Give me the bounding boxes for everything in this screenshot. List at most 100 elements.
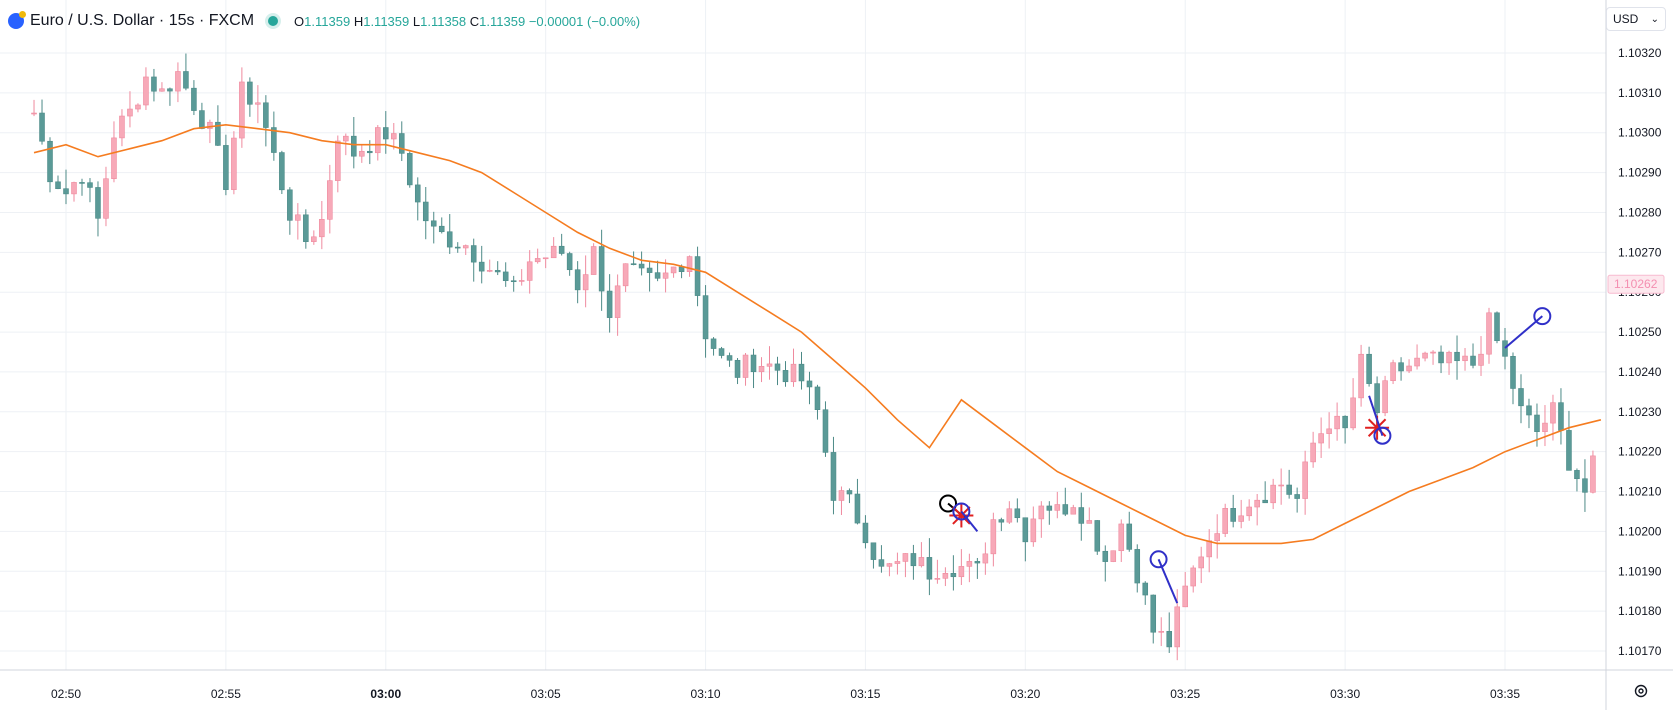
candle-body	[982, 553, 989, 564]
candle-body	[1070, 507, 1077, 515]
candle-body	[862, 522, 869, 544]
candle-body	[1062, 504, 1069, 515]
candle-body	[822, 409, 829, 453]
candle-body	[950, 572, 957, 578]
candle-body	[287, 189, 293, 221]
star-stroke	[952, 506, 971, 525]
candle-body	[1494, 312, 1500, 342]
candle-body	[1270, 484, 1276, 504]
price-tick-label: 1.10290	[1618, 166, 1662, 180]
chevron-down-icon: ⌄	[1650, 13, 1659, 25]
candle-body	[1150, 594, 1157, 633]
candle-body	[1134, 549, 1141, 584]
candle-body	[295, 214, 301, 221]
candle-body	[894, 561, 901, 564]
time-tick-label: 02:55	[211, 687, 241, 701]
candle-body	[1398, 362, 1404, 372]
candle-body	[175, 71, 181, 92]
close-value: 1.11359	[479, 13, 526, 29]
candle-body	[319, 219, 325, 238]
candle-body	[1574, 470, 1580, 480]
candle-body	[231, 137, 237, 190]
candle-body	[335, 140, 341, 181]
candle-body	[1350, 397, 1356, 429]
candle-body	[1086, 520, 1093, 524]
candle-body	[1590, 455, 1596, 493]
candle-body	[974, 561, 981, 564]
candle-body	[367, 150, 373, 154]
candle-body	[574, 269, 581, 291]
candle-body	[1374, 383, 1380, 414]
candle-body	[630, 263, 637, 265]
candle-body	[710, 338, 717, 349]
candle-body	[223, 145, 229, 190]
candle-body	[183, 71, 189, 89]
candle-body	[1566, 430, 1572, 471]
low-label: L	[412, 13, 421, 29]
candle-body	[614, 285, 621, 318]
candle-body	[1558, 402, 1564, 431]
candle-body	[343, 135, 349, 142]
last-price-badge	[1607, 274, 1665, 294]
annotation-line	[1504, 315, 1543, 349]
candle-body	[103, 178, 109, 219]
price-tick-label: 1.10180	[1618, 604, 1662, 618]
last-price-label: 1.10262	[1614, 277, 1658, 291]
candle-body	[359, 150, 365, 157]
candle-body	[263, 102, 269, 128]
candle-body	[654, 272, 661, 279]
eurusd-flag-icon[interactable]	[8, 11, 26, 29]
candle-body	[247, 81, 253, 105]
price-tick-label: 1.10300	[1618, 126, 1662, 140]
candle-body	[119, 115, 125, 139]
candle-body	[351, 135, 357, 157]
price-tick-label: 1.10250	[1618, 325, 1662, 339]
candle-body	[718, 348, 725, 356]
candle-body	[774, 363, 781, 371]
candle-body	[87, 182, 93, 188]
price-tick-label: 1.10220	[1618, 445, 1662, 459]
price-tick-label: 1.10190	[1618, 564, 1662, 578]
candle-body	[542, 257, 549, 260]
candle-body	[798, 363, 805, 382]
candle-body	[1014, 508, 1021, 519]
candle-body	[55, 181, 61, 189]
chart-settings-button[interactable]	[1630, 680, 1652, 702]
symbol-title[interactable]: Euro / U.S. Dollar · 15s · FXCM	[30, 12, 255, 29]
candle-body	[215, 121, 221, 146]
candle-body	[207, 121, 213, 129]
market-status-dot-icon[interactable]	[268, 16, 279, 26]
candle-body	[1190, 567, 1196, 587]
close-label: C	[469, 13, 480, 29]
candle-body	[1550, 402, 1556, 424]
price-tick-label: 1.10320	[1618, 46, 1662, 60]
candle-body	[111, 137, 117, 180]
candle-body	[622, 263, 629, 287]
low-value: 1.11358	[420, 13, 467, 29]
currency-selector[interactable]: USD ⌄	[1606, 7, 1666, 31]
open-label: O	[294, 13, 305, 29]
candle-body	[79, 182, 85, 184]
candle-body	[638, 263, 645, 269]
candle-body	[782, 370, 789, 383]
candle-body	[1582, 478, 1588, 493]
candle-body	[1366, 353, 1372, 384]
candle-body	[1078, 507, 1085, 524]
candle-body	[1222, 508, 1228, 534]
candle-body	[127, 108, 133, 117]
candle-body	[430, 220, 437, 227]
candle-body	[63, 188, 69, 195]
candle-body	[838, 490, 845, 501]
moving-average-line	[33, 123, 1602, 545]
candle-body	[1278, 484, 1284, 487]
time-tick-label: 03:20	[1010, 687, 1040, 701]
price-tick-label: 1.10310	[1618, 86, 1662, 100]
open-value: 1.11359	[304, 13, 351, 29]
candle-body	[1446, 351, 1452, 364]
candle-body	[566, 253, 573, 271]
candle-body	[1286, 484, 1292, 495]
time-tick-label: 03:30	[1330, 687, 1360, 701]
candle-body	[1542, 422, 1548, 432]
